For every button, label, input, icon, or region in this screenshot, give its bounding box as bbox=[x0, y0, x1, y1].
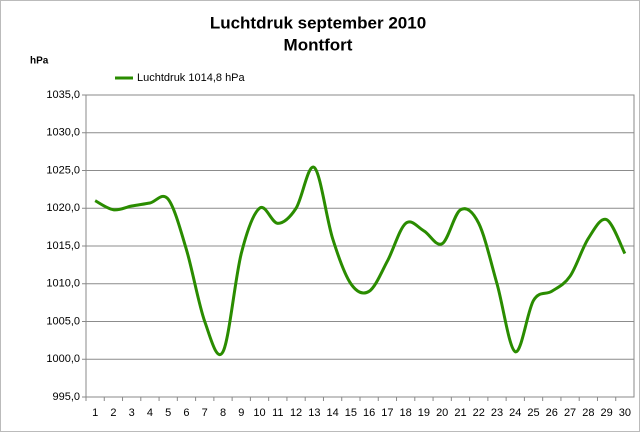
x-tick-label: 18 bbox=[400, 407, 412, 419]
y-tick-label: 1030,0 bbox=[46, 127, 80, 139]
x-tick-label: 28 bbox=[582, 407, 594, 419]
x-tick-label: 16 bbox=[363, 407, 375, 419]
legend-label: Luchtdruk 1014,8 hPa bbox=[137, 72, 246, 84]
x-tick-label: 20 bbox=[436, 407, 448, 419]
x-tick-label: 8 bbox=[220, 407, 226, 419]
x-tick-label: 29 bbox=[600, 407, 612, 419]
data-line bbox=[94, 165, 627, 356]
x-tick-label: 27 bbox=[564, 407, 576, 419]
y-tick-label: 1005,0 bbox=[46, 315, 80, 327]
x-tick-label: 7 bbox=[202, 407, 208, 419]
x-tick-label: 14 bbox=[326, 407, 338, 419]
y-tick-label: 1025,0 bbox=[46, 164, 80, 176]
x-tick-label: 4 bbox=[147, 407, 153, 419]
x-tick-label: 23 bbox=[491, 407, 503, 419]
x-tick-label: 1 bbox=[92, 407, 98, 419]
x-tick-label: 10 bbox=[253, 407, 265, 419]
x-tick-label: 12 bbox=[290, 407, 302, 419]
chart-subtitle: Montfort bbox=[284, 35, 353, 54]
x-tick-label: 30 bbox=[619, 407, 631, 419]
chart-title: Luchtdruk september 2010 bbox=[210, 13, 426, 32]
x-tick-label: 26 bbox=[546, 407, 558, 419]
x-tick-label: 21 bbox=[454, 407, 466, 419]
y-tick-label: 995,0 bbox=[52, 391, 80, 403]
x-tick-label: 11 bbox=[272, 407, 283, 419]
y-tick-label: 1035,0 bbox=[46, 89, 80, 101]
x-tick-label: 24 bbox=[509, 407, 521, 419]
x-tick-label: 22 bbox=[473, 407, 485, 419]
x-tick-label: 13 bbox=[308, 407, 320, 419]
y-tick-label: 1020,0 bbox=[46, 202, 80, 214]
x-tick-label: 2 bbox=[110, 407, 116, 419]
x-tick-label: 19 bbox=[418, 407, 430, 419]
x-tick-label: 5 bbox=[165, 407, 171, 419]
x-tick-label: 9 bbox=[238, 407, 244, 419]
y-tick-label: 1015,0 bbox=[46, 240, 80, 252]
x-tick-label: 25 bbox=[527, 407, 539, 419]
x-tick-label: 15 bbox=[345, 407, 357, 419]
x-tick-label: 3 bbox=[129, 407, 135, 419]
y-axis-title: hPa bbox=[30, 56, 49, 67]
y-tick-label: 1000,0 bbox=[46, 353, 80, 365]
y-tick-label: 1010,0 bbox=[46, 278, 80, 290]
x-tick-label: 17 bbox=[381, 407, 393, 419]
x-tick-label: 6 bbox=[183, 407, 189, 419]
